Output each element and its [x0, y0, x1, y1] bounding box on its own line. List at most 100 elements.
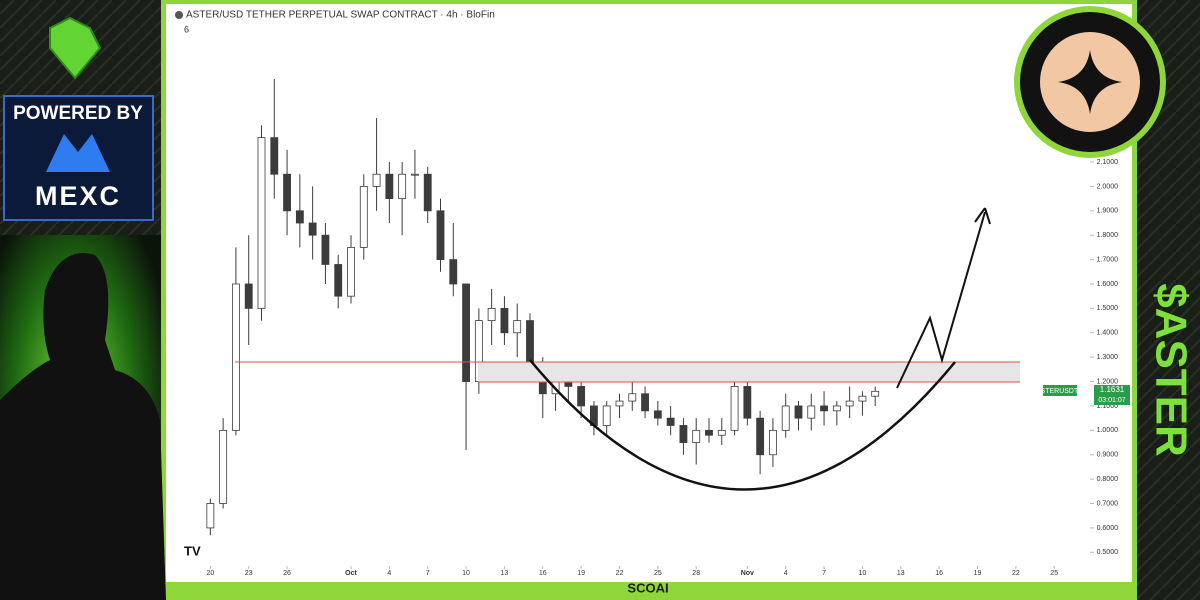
x-tick-label: 23 — [245, 570, 253, 577]
candle-body — [487, 307, 496, 321]
candle-body — [449, 259, 458, 285]
projection-arrow — [896, 211, 986, 389]
candle-body — [206, 503, 215, 529]
candle-body — [359, 186, 368, 248]
y-tick-label: 1.0000 — [1097, 427, 1119, 434]
candle-body — [794, 405, 803, 419]
y-tick-label: 0.8000 — [1097, 476, 1119, 483]
x-tick-label: 7 — [822, 570, 826, 577]
brand: MEXC — [35, 181, 121, 211]
chart-panel — [166, 4, 1132, 582]
candle-body — [411, 173, 419, 176]
x-tick-label: 19 — [577, 570, 585, 577]
candle-body — [436, 210, 445, 260]
ticker: $ASTER — [1146, 283, 1195, 457]
candle-body — [513, 320, 522, 334]
y-tick-label: 1.3000 — [1097, 354, 1119, 361]
x-tick-label: 10 — [859, 570, 867, 577]
y-tick-label: 0.6000 — [1097, 525, 1119, 532]
mexc-logo — [46, 134, 110, 172]
symbol-icon — [175, 11, 183, 19]
candle-body — [219, 429, 228, 504]
candle-body — [372, 173, 381, 187]
candle-body — [257, 137, 266, 309]
candle-body — [244, 283, 253, 309]
plot: 0.5000 0.6000 0.7000 0.8000 0.9000 1.0000 1.10… — [206, 79, 1118, 577]
candle-body — [500, 307, 509, 334]
x-tick-label: 20 — [206, 570, 214, 577]
x-tick-label: 26 — [283, 570, 291, 577]
presenter — [0, 253, 166, 600]
y-tick-label: 1.2000 — [1097, 378, 1119, 385]
candle-body — [602, 405, 611, 426]
x-tick-label: 25 — [1050, 570, 1058, 577]
token-star — [1058, 50, 1122, 114]
y-tick-label: 0.7000 — [1097, 500, 1119, 507]
x-tick-label: 13 — [501, 570, 509, 577]
y-tick-label: 1.9000 — [1097, 208, 1119, 215]
candle-body — [717, 429, 726, 436]
candle-body — [321, 234, 330, 265]
candle-body — [653, 410, 662, 419]
candle-body — [462, 283, 470, 382]
candle-body — [526, 320, 534, 363]
footer: SCOAI — [627, 580, 668, 595]
candle-body — [628, 393, 637, 402]
symbol-tag-text: ASTERUSDT.P — [1036, 388, 1085, 395]
candle-body — [743, 386, 752, 419]
candle-body — [423, 173, 432, 212]
y-tick-label: 1.4000 — [1097, 330, 1119, 337]
candle-body — [308, 222, 317, 236]
price-tag — [1094, 385, 1130, 405]
x-tick-label: 10 — [462, 570, 470, 577]
y-tick-label: 0.9000 — [1097, 452, 1119, 459]
countdown: 03:01:07 — [1098, 397, 1125, 404]
x-tick-label: 4 — [387, 570, 391, 577]
y-tick-label: 1.5000 — [1097, 305, 1119, 312]
y-tick-label: 1.7000 — [1097, 256, 1119, 263]
candle-body — [615, 400, 624, 407]
candle-body — [398, 173, 407, 200]
chart-title: ASTER/USD TETHER PERPETUAL SWAP CONTRACT… — [186, 10, 495, 21]
candle-body — [679, 425, 688, 443]
candle-body — [807, 405, 816, 419]
arrow-head — [974, 207, 991, 225]
candle-body — [730, 386, 739, 431]
tv-logo: TV — [184, 543, 201, 558]
candle-body — [845, 400, 854, 407]
x-tick-label: Oct — [345, 570, 357, 577]
candle-body — [232, 283, 240, 431]
y-tick-label: 0.5000 — [1097, 549, 1119, 556]
x-tick-label: 16 — [935, 570, 943, 577]
candle-body — [577, 386, 586, 407]
candle-body — [871, 390, 880, 397]
candle-body — [641, 393, 649, 412]
x-tick-label: 4 — [784, 570, 788, 577]
candle-body — [832, 405, 841, 412]
candle-body — [295, 210, 304, 224]
powered-by: POWERED BY — [13, 103, 143, 124]
logo-gem — [49, 16, 102, 80]
candle-body — [705, 429, 713, 436]
candle-body — [820, 405, 828, 412]
y-tick-label: 2.0000 — [1097, 183, 1119, 190]
candle-body — [385, 173, 394, 200]
x-tick-label: Nov — [741, 570, 754, 577]
x-tick-label: 13 — [897, 570, 905, 577]
y-tick-label: 1.6000 — [1097, 281, 1119, 288]
x-tick-label: 28 — [692, 570, 700, 577]
symbol-tag — [1043, 385, 1077, 396]
y-tick-label: 2.1000 — [1097, 159, 1119, 166]
x-tick-label: 22 — [616, 570, 624, 577]
candle-body — [858, 395, 867, 402]
x-tick-label: 7 — [426, 570, 430, 577]
candle-body — [334, 264, 343, 297]
x-tick-label: 25 — [654, 570, 662, 577]
candle-body — [781, 405, 790, 431]
candle-body — [692, 429, 701, 443]
x-tick-label: 22 — [1012, 570, 1020, 577]
price: 1.1631 — [1100, 385, 1125, 394]
y-tick-label: 1.8000 — [1097, 232, 1119, 239]
resistance-zone — [478, 362, 1020, 382]
